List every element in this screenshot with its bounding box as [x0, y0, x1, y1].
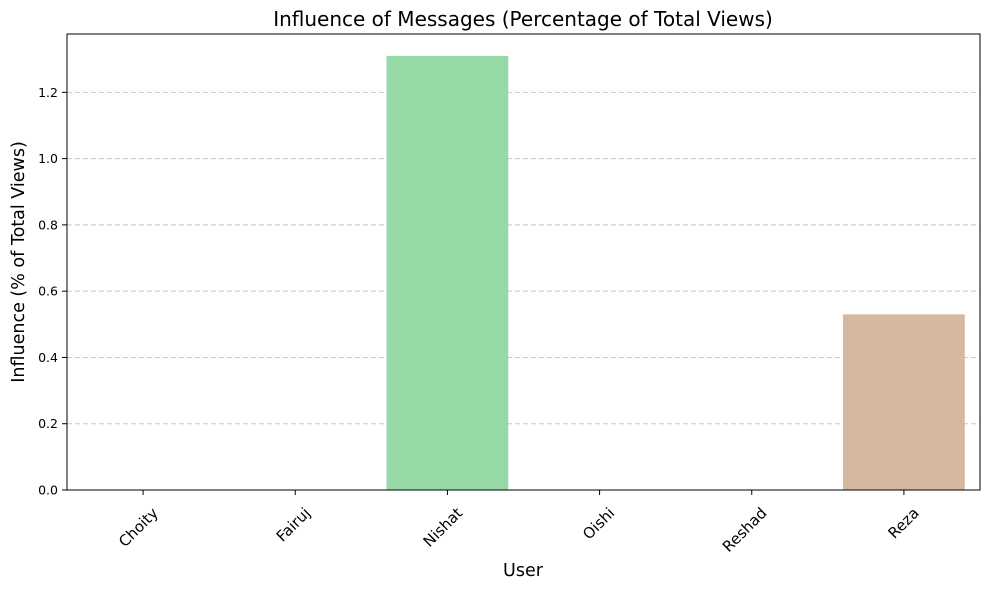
y-axis-label: Influence (% of Total Views)	[9, 141, 29, 383]
x-axis-ticks: Choity Fairuj Nishat Oishi Reshad Reza	[115, 490, 923, 556]
y-tick-label: 1.0	[38, 151, 58, 166]
y-tick-label: 0.8	[38, 217, 58, 232]
y-tick-label: 0.6	[38, 284, 58, 299]
bar-nishat	[386, 55, 509, 490]
y-tick-label: 1.2	[38, 85, 58, 100]
y-tick-label: 0.0	[38, 483, 58, 498]
y-tick-label: 0.4	[38, 350, 58, 365]
x-tick-label: Choity	[115, 504, 162, 551]
x-tick-label: Oishi	[579, 504, 618, 543]
x-tick-label: Nishat	[420, 504, 467, 551]
bars	[386, 55, 965, 490]
chart-title: Influence of Messages (Percentage of Tot…	[273, 7, 773, 31]
x-tick-label: Reshad	[719, 504, 771, 556]
x-tick-label: Reza	[884, 504, 922, 542]
y-tick-label: 0.2	[38, 416, 58, 431]
x-tick-label: Fairuj	[273, 504, 314, 545]
y-axis-ticks: 0.0 0.2 0.4 0.6 0.8 1.0 1.2	[38, 85, 67, 498]
x-axis-label: User	[503, 561, 544, 581]
bar-reza	[843, 314, 965, 490]
gridlines	[67, 91, 980, 425]
plot-frame	[66, 33, 981, 491]
